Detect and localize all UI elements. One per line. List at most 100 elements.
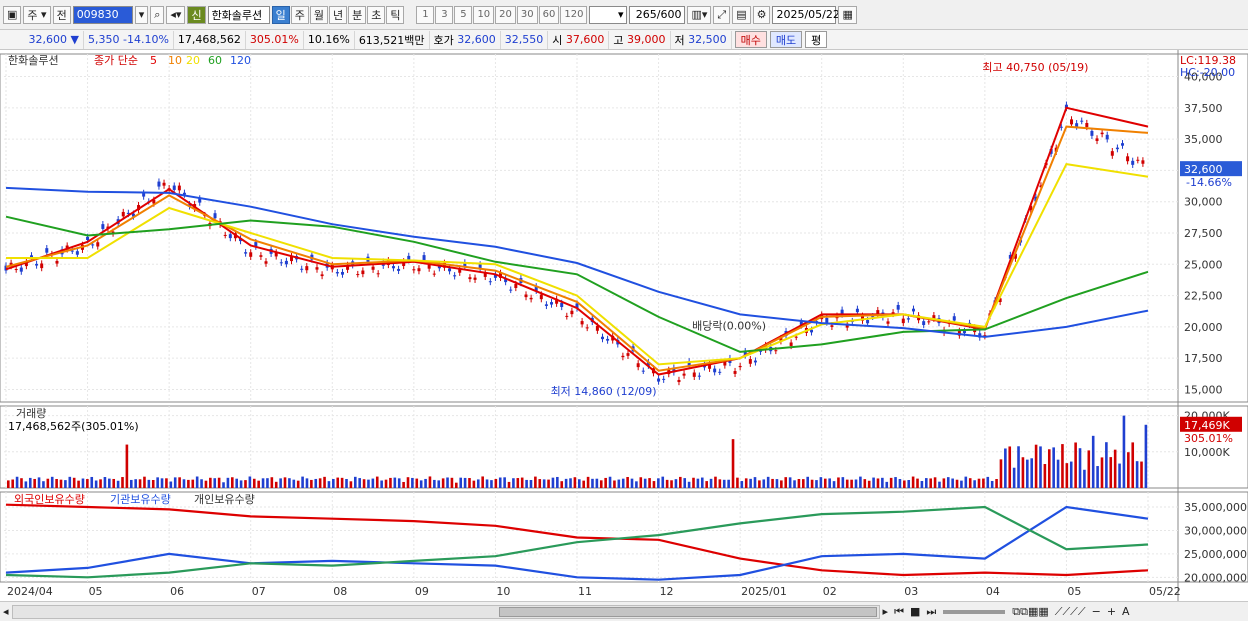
first-page-icon[interactable]: ⏮ [894, 604, 904, 618]
save-icon[interactable]: ▤ [732, 5, 751, 24]
volume-current-tag [1180, 416, 1242, 432]
x-tick-label: 07 [252, 585, 266, 598]
candle-body [244, 252, 248, 254]
y-tick-label: 22,500 [1184, 290, 1223, 303]
period-tab[interactable]: 분 [348, 5, 367, 24]
volume-bar [1127, 452, 1130, 488]
y-tick-label: 40,000 [1184, 71, 1223, 84]
interval-button[interactable]: 3 [435, 5, 454, 24]
volume-bar [802, 479, 805, 488]
volume-bar [929, 478, 932, 488]
candle-body [86, 236, 90, 241]
search-icon[interactable]: ⌕ [150, 5, 165, 24]
candle-body [315, 267, 319, 270]
scroll-right-icon[interactable]: ▸ [882, 605, 889, 618]
market-select[interactable]: 주 ▾ [23, 5, 51, 24]
candle-type-icon[interactable]: ▥▾ [687, 5, 712, 24]
period-tab[interactable]: 틱 [386, 5, 405, 24]
stock-chart[interactable]: 2024/04 05 06 07 08 09 10 11 12 2025/01 02 03 04 05 05… [0, 50, 1248, 601]
current-price: 32,600 ▼ [4, 30, 84, 49]
zoom-out-icon[interactable]: − [1091, 605, 1101, 618]
interval-button[interactable]: 1 [416, 5, 435, 24]
scroll-left-icon[interactable]: ◂ [3, 605, 9, 618]
volume-bar [920, 480, 924, 488]
candle-body [70, 250, 74, 252]
layout-tools-icon[interactable]: ⧉⧉▦▦ [1012, 604, 1049, 618]
zoom-in-icon[interactable]: + [1106, 605, 1117, 618]
scrollbar-thumb[interactable] [498, 606, 877, 617]
volume-bar [244, 480, 247, 488]
candle-body [131, 213, 135, 217]
volume-bar [903, 480, 906, 488]
interval-button[interactable]: 10 [473, 5, 495, 24]
period-tab[interactable]: 일 [271, 5, 290, 24]
candle-body [789, 342, 793, 346]
candle-body [672, 367, 676, 373]
last-page-icon[interactable]: ⏭ [926, 604, 937, 618]
period-tab[interactable]: 월 [309, 5, 328, 24]
settings-icon[interactable]: ⚙ [752, 5, 771, 24]
candle-body [463, 262, 467, 268]
volume-bar [20, 478, 23, 488]
candle-body [305, 266, 309, 271]
x-tick-label: 11 [578, 585, 592, 598]
speaker-icon[interactable]: ◂▾ [166, 5, 186, 24]
volume-bar [1122, 415, 1126, 488]
holding-legend: 개인보유수량 [194, 493, 255, 506]
volume-bar [371, 478, 375, 488]
drawing-tools-icon[interactable]: ⟋⟋⟋⟋ [1054, 604, 1086, 618]
legend-stock-name: 한화솔루션 [8, 54, 59, 67]
x-tick-label: 12 [660, 585, 674, 598]
volume-bar [1043, 464, 1047, 488]
buy-button[interactable]: 매수 [734, 31, 767, 48]
volume-bar [1131, 442, 1135, 488]
crosshair-icon[interactable]: ⤢ [713, 5, 731, 24]
sell-button[interactable]: 매도 [769, 31, 803, 48]
volume-bar [867, 480, 871, 488]
period-tab[interactable]: 년 [328, 5, 348, 24]
stop-icon[interactable]: ■ [909, 605, 921, 618]
volume-bar [59, 479, 63, 488]
candle-body [866, 320, 870, 324]
period-tab[interactable]: 주 [290, 5, 309, 24]
interval-custom-select[interactable]: ▾ [589, 5, 628, 24]
candle-body [575, 303, 579, 309]
auto-scale-icon[interactable]: A [1122, 605, 1130, 618]
stock-name-field[interactable]: 한화솔루션 [207, 5, 270, 24]
volume-bar [437, 480, 441, 488]
candle-body [177, 185, 181, 191]
open-label: 시 [552, 33, 563, 47]
eval-button[interactable]: 평 [805, 31, 828, 48]
period-tab[interactable]: 초 [367, 5, 386, 24]
volume-bar [274, 481, 278, 488]
volume-bar [1074, 442, 1077, 488]
candle-body [35, 263, 39, 266]
candle-body [4, 265, 8, 271]
interval-buttons: 1 3 5 10 20 30 60 120 [416, 5, 588, 24]
prev-button[interactable]: 전 [52, 5, 71, 24]
date-input[interactable]: 2025/05/22 [772, 5, 840, 24]
y-tick-label: 30,000,000 [1184, 524, 1247, 537]
code-dropdown-icon[interactable]: ▾ [134, 5, 149, 24]
interval-button[interactable]: 20 [495, 5, 516, 24]
horizontal-scrollbar[interactable] [11, 604, 880, 619]
zoom-slider[interactable] [943, 609, 1006, 614]
interval-button[interactable]: 60 [538, 5, 560, 24]
candle-body [371, 266, 375, 270]
volume-bar [327, 481, 331, 488]
calendar-icon[interactable]: ▦ [838, 5, 857, 24]
interval-button[interactable]: 5 [454, 5, 473, 24]
volume-bar [661, 476, 665, 488]
layout-icon[interactable]: ▣ [3, 5, 22, 24]
interval-button[interactable]: 30 [516, 5, 538, 24]
code-input[interactable]: 009830 [72, 5, 133, 24]
volume-bar [1091, 435, 1095, 488]
volume-bar [639, 477, 643, 488]
interval-button[interactable]: 120 [560, 5, 588, 24]
volume-bar [1061, 444, 1064, 488]
high-group: 고 39,000 [609, 30, 671, 49]
count-input[interactable]: 265/600 [629, 5, 686, 24]
volume-bar [116, 480, 120, 488]
volume-bar [828, 478, 831, 488]
